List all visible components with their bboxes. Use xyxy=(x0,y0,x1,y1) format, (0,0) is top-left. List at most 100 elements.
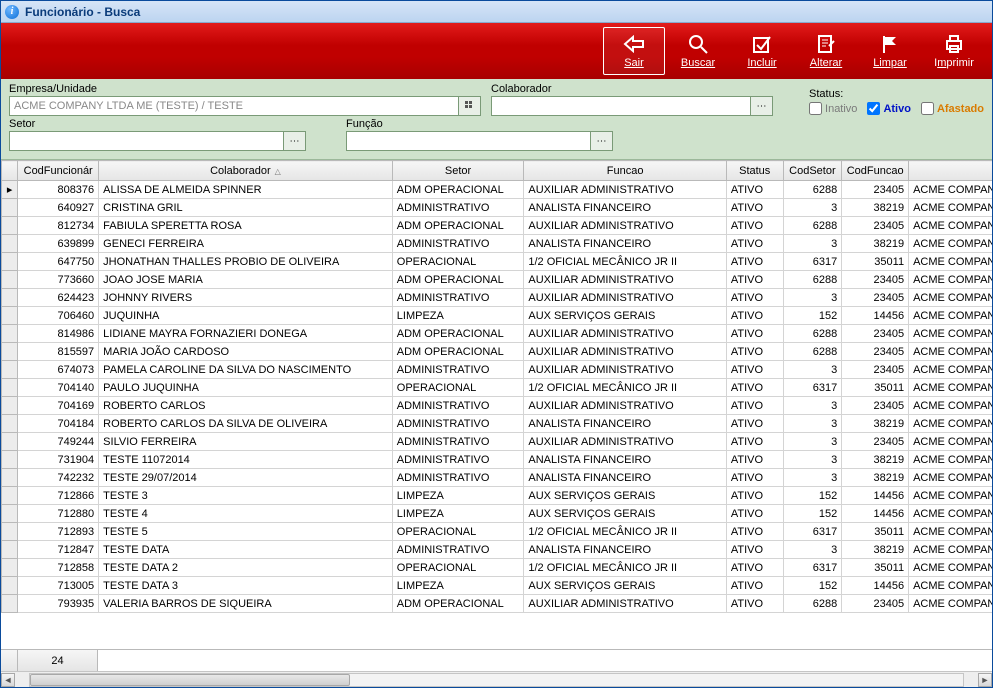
grid-table: CodFuncionárColaborador△SetorFuncaoStatu… xyxy=(1,160,992,613)
table-row[interactable]: 640927CRISTINA GRILADMINISTRATIVOANALIST… xyxy=(2,199,993,217)
table-row[interactable]: 704169ROBERTO CARLOSADMINISTRATIVOAUXILI… xyxy=(2,397,993,415)
empresa-label: Empresa/Unidade xyxy=(9,83,481,95)
setor-lookup-button[interactable]: ⋯ xyxy=(284,131,306,151)
setor-input[interactable] xyxy=(9,131,284,151)
table-row[interactable]: 712880TESTE 4LIMPEZAAUX SERVIÇOS GERAISA… xyxy=(2,505,993,523)
buscar-button[interactable]: Buscar xyxy=(667,27,729,75)
table-row[interactable]: 742232TESTE 29/07/2014ADMINISTRATIVOANAL… xyxy=(2,469,993,487)
table-row[interactable]: ▸808376ALISSA DE ALMEIDA SPINNERADM OPER… xyxy=(2,181,993,199)
table-row[interactable]: 773660JOAO JOSE MARIAADM OPERACIONALAUXI… xyxy=(2,271,993,289)
titlebar[interactable]: i Funcionário - Busca xyxy=(1,1,992,23)
cell-codsetor: 6288 xyxy=(783,181,842,199)
table-row[interactable]: 639899GENECI FERREIRAADMINISTRATIVOANALI… xyxy=(2,235,993,253)
table-row[interactable]: 712847TESTE DATAADMINISTRATIVOANALISTA F… xyxy=(2,541,993,559)
col-header-empresa[interactable] xyxy=(909,161,992,181)
cell-cod: 712847 xyxy=(18,541,99,559)
colaborador-lookup-button[interactable]: ⋯ xyxy=(751,96,773,116)
cell-codsetor: 152 xyxy=(783,487,842,505)
cell-setor: ADM OPERACIONAL xyxy=(392,595,524,613)
cell-cod: 706460 xyxy=(18,307,99,325)
row-indicator: ▸ xyxy=(2,181,18,199)
table-row[interactable]: 647750JHONATHAN THALLES PROBIO DE OLIVEI… xyxy=(2,253,993,271)
table-row[interactable]: 704184ROBERTO CARLOS DA SILVA DE OLIVEIR… xyxy=(2,415,993,433)
table-row[interactable]: 624423JOHNNY RIVERSADMINISTRATIVOAUXILIA… xyxy=(2,289,993,307)
col-header-codfuncao[interactable]: CodFuncao xyxy=(842,161,909,181)
table-row[interactable]: 704140PAULO JUQUINHAOPERACIONAL1/2 OFICI… xyxy=(2,379,993,397)
cell-status: ATIVO xyxy=(726,433,783,451)
table-row[interactable]: 712858TESTE DATA 2OPERACIONAL1/2 OFICIAL… xyxy=(2,559,993,577)
cell-setor: OPERACIONAL xyxy=(392,379,524,397)
cell-cod: 704169 xyxy=(18,397,99,415)
cell-cod: 808376 xyxy=(18,181,99,199)
afastado-input[interactable] xyxy=(921,102,934,115)
cell-funcao: AUXILIAR ADMINISTRATIVO xyxy=(524,271,726,289)
scroll-track[interactable] xyxy=(29,673,964,687)
cell-funcao: ANALISTA FINANCEIRO xyxy=(524,451,726,469)
horizontal-scrollbar[interactable]: ◄ ► xyxy=(1,671,992,687)
table-row[interactable]: 793935VALERIA BARROS DE SIQUEIRAADM OPER… xyxy=(2,595,993,613)
scroll-left-button[interactable]: ◄ xyxy=(1,673,15,687)
cell-setor: LIMPEZA xyxy=(392,577,524,595)
row-indicator xyxy=(2,397,18,415)
table-row[interactable]: 674073PAMELA CAROLINE DA SILVA DO NASCIM… xyxy=(2,361,993,379)
status-inativo-checkbox[interactable]: Inativo xyxy=(809,102,857,115)
funcao-input[interactable] xyxy=(346,131,591,151)
ativo-input[interactable] xyxy=(867,102,880,115)
imprimir-button[interactable]: Imprimir xyxy=(923,27,985,75)
status-ativo-checkbox[interactable]: Ativo xyxy=(867,102,911,115)
alterar-button[interactable]: Alterar xyxy=(795,27,857,75)
table-row[interactable]: 731904TESTE 11072014ADMINISTRATIVOANALIS… xyxy=(2,451,993,469)
table-row[interactable]: 712866TESTE 3LIMPEZAAUX SERVIÇOS GERAISA… xyxy=(2,487,993,505)
cell-setor: LIMPEZA xyxy=(392,505,524,523)
cell-codsetor: 6317 xyxy=(783,253,842,271)
colaborador-field: Colaborador ⋯ xyxy=(491,83,773,116)
info-icon: i xyxy=(5,5,19,19)
col-header-status[interactable]: Status xyxy=(726,161,783,181)
cell-colab: JOAO JOSE MARIA xyxy=(99,271,393,289)
cell-cod: 647750 xyxy=(18,253,99,271)
cell-colab: TESTE 4 xyxy=(99,505,393,523)
table-row[interactable]: 749244SILVIO FERREIRAADMINISTRATIVOAUXIL… xyxy=(2,433,993,451)
scroll-thumb[interactable] xyxy=(30,674,350,686)
colaborador-input[interactable] xyxy=(491,96,751,116)
row-indicator xyxy=(2,451,18,469)
cell-codfuncao: 38219 xyxy=(842,199,909,217)
buscar-label: Buscar xyxy=(681,57,715,69)
cell-cod: 713005 xyxy=(18,577,99,595)
empresa-lookup-button[interactable] xyxy=(459,96,481,116)
cell-funcao: ANALISTA FINANCEIRO xyxy=(524,469,726,487)
col-header-funcao[interactable]: Funcao xyxy=(524,161,726,181)
empresa-field: Empresa/Unidade xyxy=(9,83,481,116)
cell-status: ATIVO xyxy=(726,235,783,253)
col-header-codsetor[interactable]: CodSetor xyxy=(783,161,842,181)
back-arrow-icon xyxy=(623,33,645,55)
row-indicator xyxy=(2,541,18,559)
cell-funcao: AUX SERVIÇOS GERAIS xyxy=(524,487,726,505)
imprimir-label: Imprimir xyxy=(934,57,974,69)
table-row[interactable]: 812734FABIULA SPERETTA ROSAADM OPERACION… xyxy=(2,217,993,235)
grid-scroll[interactable]: CodFuncionárColaborador△SetorFuncaoStatu… xyxy=(1,160,992,649)
table-row[interactable]: 814986LIDIANE MAYRA FORNAZIERI DONEGAADM… xyxy=(2,325,993,343)
cell-colab: GENECI FERREIRA xyxy=(99,235,393,253)
table-row[interactable]: 706460JUQUINHALIMPEZAAUX SERVIÇOS GERAIS… xyxy=(2,307,993,325)
empresa-input[interactable] xyxy=(9,96,459,116)
limpar-button[interactable]: Limpar xyxy=(859,27,921,75)
incluir-button[interactable]: Incluir xyxy=(731,27,793,75)
col-header-colab[interactable]: Colaborador△ xyxy=(99,161,393,181)
cell-codfuncao: 23405 xyxy=(842,343,909,361)
cell-codfuncao: 23405 xyxy=(842,289,909,307)
table-row[interactable]: 713005TESTE DATA 3LIMPEZAAUX SERVIÇOS GE… xyxy=(2,577,993,595)
sair-button[interactable]: Sair xyxy=(603,27,665,75)
col-header-cod[interactable]: CodFuncionár xyxy=(18,161,99,181)
cell-codfuncao: 14456 xyxy=(842,307,909,325)
cell-funcao: AUX SERVIÇOS GERAIS xyxy=(524,505,726,523)
col-header-setor[interactable]: Setor xyxy=(392,161,524,181)
table-row[interactable]: 815597MARIA JOÃO CARDOSOADM OPERACIONALA… xyxy=(2,343,993,361)
funcao-lookup-button[interactable]: ⋯ xyxy=(591,131,613,151)
scroll-right-button[interactable]: ► xyxy=(978,673,992,687)
status-afastado-checkbox[interactable]: Afastado xyxy=(921,102,984,115)
table-row[interactable]: 712893TESTE 5OPERACIONAL1/2 OFICIAL MECÂ… xyxy=(2,523,993,541)
inativo-input[interactable] xyxy=(809,102,822,115)
cell-codfuncao: 23405 xyxy=(842,397,909,415)
window-title: Funcionário - Busca xyxy=(25,5,140,19)
